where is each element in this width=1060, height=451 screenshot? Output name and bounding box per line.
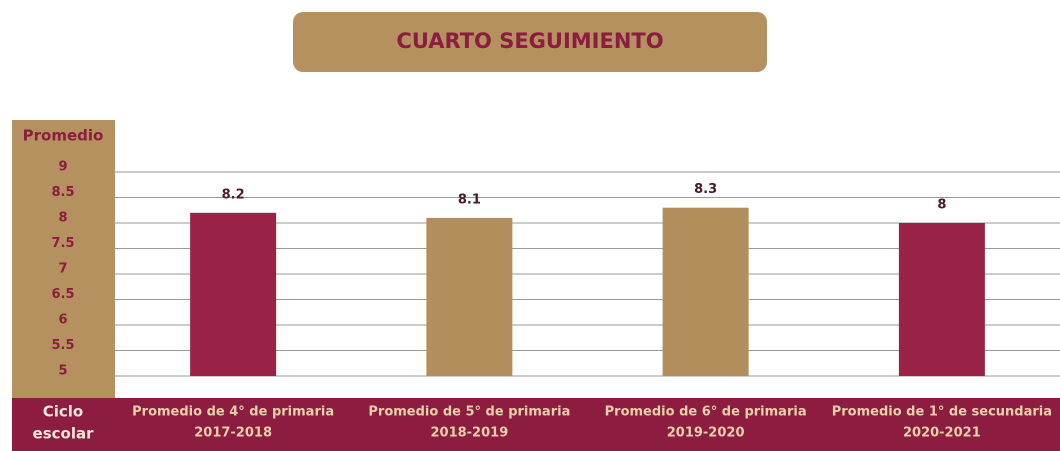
x-tick-label: Promedio de 5° de primaria [368,405,570,420]
y-tick-label: 8.5 [51,185,74,200]
y-tick-label: 7.5 [51,236,74,251]
bar [426,217,513,376]
x-axis-label: escolar [33,425,95,443]
y-tick-label: 9 [58,160,67,175]
x-tick-label: 2017-2018 [194,426,272,441]
y-axis-label: Promedio [23,127,104,145]
bar [662,207,749,376]
y-tick-label: 8 [58,211,67,226]
value-label: 8 [937,198,946,213]
y-tick-label: 6.5 [51,287,74,302]
x-tick-label: Promedio de 6° de primaria [605,405,807,420]
value-label: 8.1 [458,192,481,207]
value-label: 8.3 [694,182,717,197]
bar [190,212,277,376]
y-tick-label: 6 [58,313,67,328]
y-tick-label: 7 [58,262,67,277]
x-axis-label: Ciclo [43,403,84,421]
bar [898,223,985,376]
x-axis-band [12,398,1060,451]
x-tick-label: 2018-2019 [430,426,508,441]
x-tick-label: 2019-2020 [667,426,745,441]
y-tick-label: 5.5 [51,338,74,353]
title-box [293,12,767,72]
value-label: 8.2 [222,187,245,202]
x-tick-label: Promedio de 1° de secundaria [832,405,1052,420]
y-tick-label: 5 [58,364,67,379]
y-axis-panel [12,120,115,398]
x-tick-label: Promedio de 4° de primaria [132,405,334,420]
chart-title: CUARTO SEGUIMIENTO [396,29,663,53]
x-tick-label: 2020-2021 [903,426,981,441]
